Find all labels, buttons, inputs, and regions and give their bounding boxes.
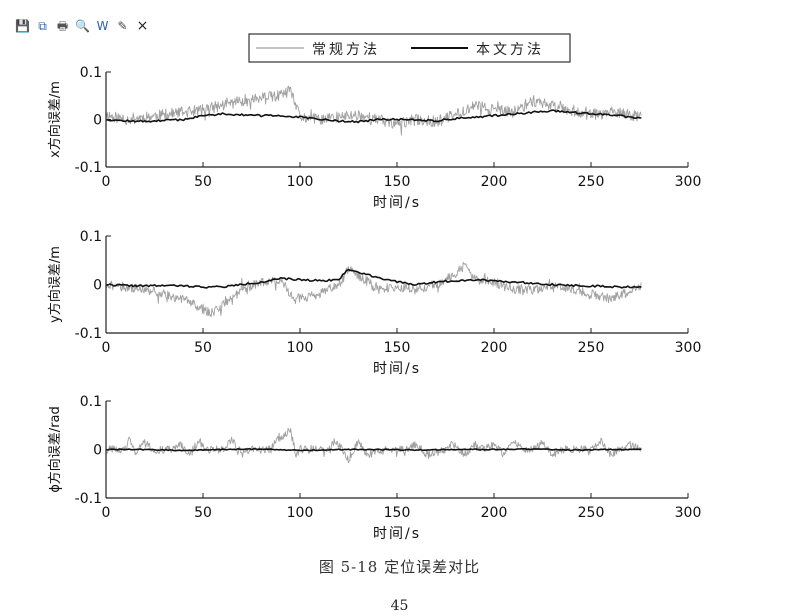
- toolbar: 💾 ⧉ 🖶 🔍 W ✎ ×: [14, 16, 151, 36]
- xtick-label-0-2: 100: [287, 174, 314, 190]
- ytick-label-2-0: -0.1: [75, 491, 102, 507]
- series-1-0: [105, 261, 642, 318]
- xtick-label-0-3: 150: [384, 174, 411, 190]
- xlabel-2: 时间/s: [373, 526, 421, 542]
- xlabel-0: 时间/s: [373, 195, 421, 211]
- ytick-label-1-2: 0.1: [80, 229, 102, 245]
- series-0-1: [105, 109, 642, 124]
- xtick-label-0-4: 200: [481, 174, 508, 190]
- ytick-label-0-1: 0: [93, 113, 102, 129]
- ytick-label-2-1: 0: [93, 443, 102, 459]
- xtick-label-2-1: 50: [194, 505, 212, 521]
- ytick-label-1-0: -0.1: [75, 326, 102, 342]
- xtick-label-2-4: 200: [481, 505, 508, 521]
- legend-label-0: 常规方法: [312, 42, 380, 58]
- ylabel-1: y方向误差/m: [47, 246, 63, 323]
- copy-icon[interactable]: ⧉: [38, 19, 47, 33]
- xtick-label-2-0: 0: [102, 505, 111, 521]
- ytick-label-0-2: 0.1: [80, 65, 102, 81]
- xtick-label-1-5: 250: [578, 340, 605, 356]
- preview-icon[interactable]: 🔍: [75, 19, 90, 33]
- word-icon[interactable]: W: [96, 19, 109, 33]
- ylabel-0: x方向误差/m: [47, 81, 63, 158]
- xtick-label-1-0: 0: [102, 340, 111, 356]
- close-icon[interactable]: ×: [136, 18, 149, 34]
- series-1-1: [106, 268, 642, 289]
- edit-icon[interactable]: ✎: [117, 19, 128, 33]
- xtick-label-0-1: 50: [194, 174, 212, 190]
- legend-label-1: 本文方法: [476, 42, 544, 58]
- xtick-label-0-5: 250: [578, 174, 605, 190]
- xlabel-1: 时间/s: [373, 361, 421, 377]
- xtick-label-1-2: 100: [287, 340, 314, 356]
- xtick-label-1-4: 200: [481, 340, 508, 356]
- xtick-label-0-0: 0: [102, 174, 111, 190]
- series-2-1: [105, 447, 642, 452]
- ytick-label-1-1: 0: [93, 278, 102, 294]
- xtick-label-2-5: 250: [578, 505, 605, 521]
- save-icon[interactable]: 💾: [15, 19, 30, 33]
- ylabel-2: ϕ方向误差/rad: [47, 406, 63, 493]
- legend: 常规方法 本文方法: [248, 33, 571, 63]
- print-icon[interactable]: 🖶: [56, 19, 69, 33]
- series-0-0: [105, 85, 642, 136]
- ytick-label-2-2: 0.1: [80, 394, 102, 410]
- xtick-label-1-3: 150: [384, 340, 411, 356]
- figure-caption: 图 5-18 定位误差对比: [318, 558, 481, 576]
- xtick-label-0-6: 300: [675, 174, 702, 190]
- xtick-label-1-6: 300: [675, 340, 702, 356]
- xtick-label-2-6: 300: [675, 505, 702, 521]
- xtick-label-2-3: 150: [384, 505, 411, 521]
- series-2-0: [105, 428, 642, 464]
- ytick-label-0-0: -0.1: [75, 160, 102, 176]
- xtick-label-1-1: 50: [194, 340, 212, 356]
- xtick-label-2-2: 100: [287, 505, 314, 521]
- page-number: 45: [390, 598, 409, 614]
